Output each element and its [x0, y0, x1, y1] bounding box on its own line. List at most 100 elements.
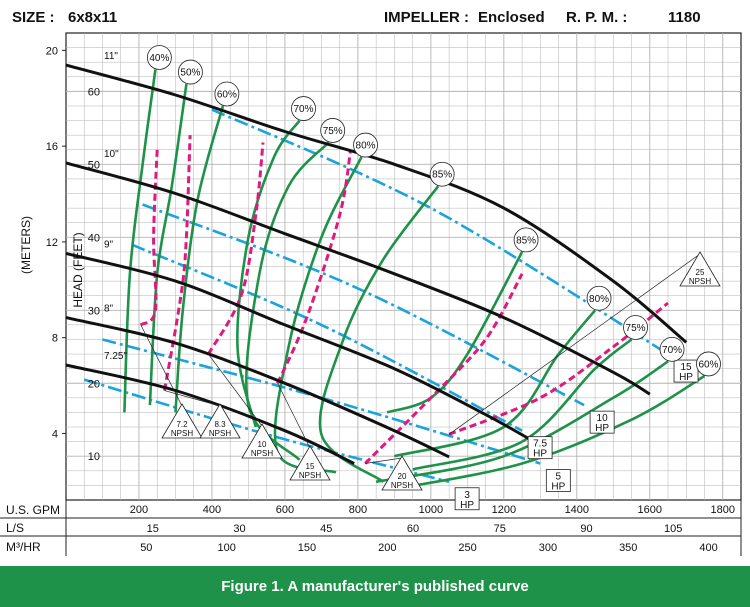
efficiency-label-circle: [513, 227, 539, 253]
x-tick: 1000: [419, 504, 443, 516]
npsh-curve-7-2-npsh: [139, 149, 159, 327]
head-curve-label: 10": [104, 149, 119, 160]
npsh-label-value: 20: [398, 472, 407, 481]
head-curve-8: [65, 316, 450, 459]
npsh-label-value: 10: [258, 440, 267, 449]
npsh-label-triangle: [241, 423, 283, 459]
efficiency-label: 75%: [323, 126, 343, 137]
hp-label-unit: HP: [551, 482, 565, 493]
efficiency-curve-40-0: [123, 69, 157, 413]
npsh-label-triangle: [289, 445, 331, 481]
y-axis-feet-ticks: 10 20 30 40 50 60: [88, 86, 100, 463]
efficiency-curve-75-9: [412, 338, 633, 471]
npsh-label-value: 8.3: [214, 420, 226, 429]
figure-caption: Figure 1. A manufacturer's published cur…: [221, 578, 529, 595]
npsh-label-triangle: [199, 403, 241, 439]
efficiency-curves: [123, 69, 706, 491]
npsh-label-triangle: [161, 403, 203, 439]
efficiency-label: 60%: [699, 359, 719, 370]
efficiency-curve-60-2: [174, 105, 225, 413]
hp-label-value: 15: [680, 362, 692, 373]
x-tick: 30: [233, 523, 245, 535]
x-tick: 600: [276, 504, 294, 516]
hp-label-unit: HP: [533, 449, 547, 460]
y-axis-meters-label: (METERS): [19, 216, 33, 274]
npsh-label-unit: NPSH: [299, 471, 321, 480]
x-tick: 150: [298, 542, 316, 554]
x-axis-gpm-label: U.S. GPM: [6, 503, 60, 517]
npsh-label-leader: [277, 383, 311, 449]
npsh-label-leader: [208, 353, 263, 427]
efficiency-label: 80%: [589, 294, 609, 305]
efficiency-curve-70-10: [375, 360, 669, 484]
y-tick-meters: 4: [52, 428, 58, 440]
npsh-label-leader: [140, 324, 183, 407]
npsh-label-unit: NPSH: [391, 481, 413, 490]
x-tick: 90: [580, 523, 592, 535]
y-tick-feet: 50: [88, 159, 100, 171]
efficiency-label-circle: [696, 351, 721, 377]
hp-line-15-hp: [211, 108, 669, 356]
head-curve-label: 9": [104, 239, 114, 250]
head-curve-label: 8": [104, 304, 114, 315]
head-curves: [65, 63, 688, 465]
efficiency-curve-50-1: [148, 83, 188, 406]
x-tick: 1600: [638, 504, 662, 516]
head-curve-7-25: [65, 363, 355, 465]
npsh-label-value: 7.2: [176, 420, 188, 429]
x-tick: 800: [349, 504, 367, 516]
x-axis-table: U.S. GPM L/S M³/HR 200 400 600 800 1000 1200 1…: [0, 500, 742, 556]
y-tick-feet: 20: [88, 378, 100, 390]
rpm-label: R. P. M. :: [566, 9, 627, 26]
efficiency-label-circle: [429, 161, 455, 187]
efficiency-label: 60%: [217, 89, 237, 100]
efficiency-label-circle: [291, 96, 316, 121]
y-tick-meters: 16: [46, 141, 58, 153]
efficiency-curve-80-8: [394, 309, 597, 458]
y-tick-meters: 12: [46, 237, 58, 249]
x-tick: 350: [619, 542, 637, 554]
npsh-curve-15-npsh: [276, 149, 353, 384]
y-axis-feet-label: HEAD (FEET): [71, 232, 85, 307]
npsh-label-triangle: [679, 251, 721, 287]
npsh-label-unit: NPSH: [171, 429, 193, 438]
npsh-curve-10-npsh: [206, 142, 265, 355]
npsh-label-leader: [448, 253, 701, 435]
hp-line-7-5-hp: [131, 243, 523, 432]
x-tick: 200: [378, 542, 396, 554]
size-value: 6x8x11: [68, 9, 117, 26]
x-tick: 250: [458, 542, 476, 554]
plot-area: 3HP5HP7.5HP10HP15HP40%50%60%70%75%80%85%…: [65, 32, 742, 511]
x-tick: 1400: [565, 504, 589, 516]
x-tick: 100: [217, 542, 235, 554]
npsh-label-unit: NPSH: [251, 449, 273, 458]
y-tick-feet: 60: [88, 86, 100, 98]
efficiency-curve-80-5: [273, 156, 363, 474]
npsh-label-unit: NPSH: [689, 277, 711, 286]
caption-bar: Figure 1. A manufacturer's published cur…: [0, 566, 750, 607]
x-axis-m3hr-label: M³/HR: [6, 540, 41, 554]
efficiency-label: 85%: [516, 235, 536, 246]
efficiency-label: 50%: [180, 68, 200, 79]
y-tick-meters: 8: [52, 333, 58, 345]
hp-label-unit: HP: [679, 372, 693, 383]
npsh-label-leader: [164, 390, 221, 407]
efficiency-label: 40%: [149, 53, 169, 64]
x-tick: 400: [699, 542, 717, 554]
impeller-value: Enclosed: [478, 9, 545, 26]
hp-label-unit: HP: [595, 423, 609, 434]
efficiency-label-circle: [353, 132, 378, 158]
x-tick: 50: [140, 542, 152, 554]
x-tick: 60: [407, 523, 419, 535]
efficiency-label-circle: [320, 118, 346, 143]
y-axis-meters-ticks: 4 8 12 16 20: [46, 45, 66, 440]
head-curve-10: [65, 161, 651, 396]
efficiency-label-circle: [659, 336, 685, 362]
y-tick-feet: 30: [88, 305, 100, 317]
hp-label-box: [454, 487, 480, 511]
x-axis-ticks: 200 400 600 800 1000 1200 1400 1600 1800 15 30 45 60…: [130, 504, 735, 554]
x-axis-ls-label: L/S: [6, 521, 24, 535]
npsh-curve-20-npsh: [364, 273, 524, 465]
x-tick: 75: [494, 523, 506, 535]
